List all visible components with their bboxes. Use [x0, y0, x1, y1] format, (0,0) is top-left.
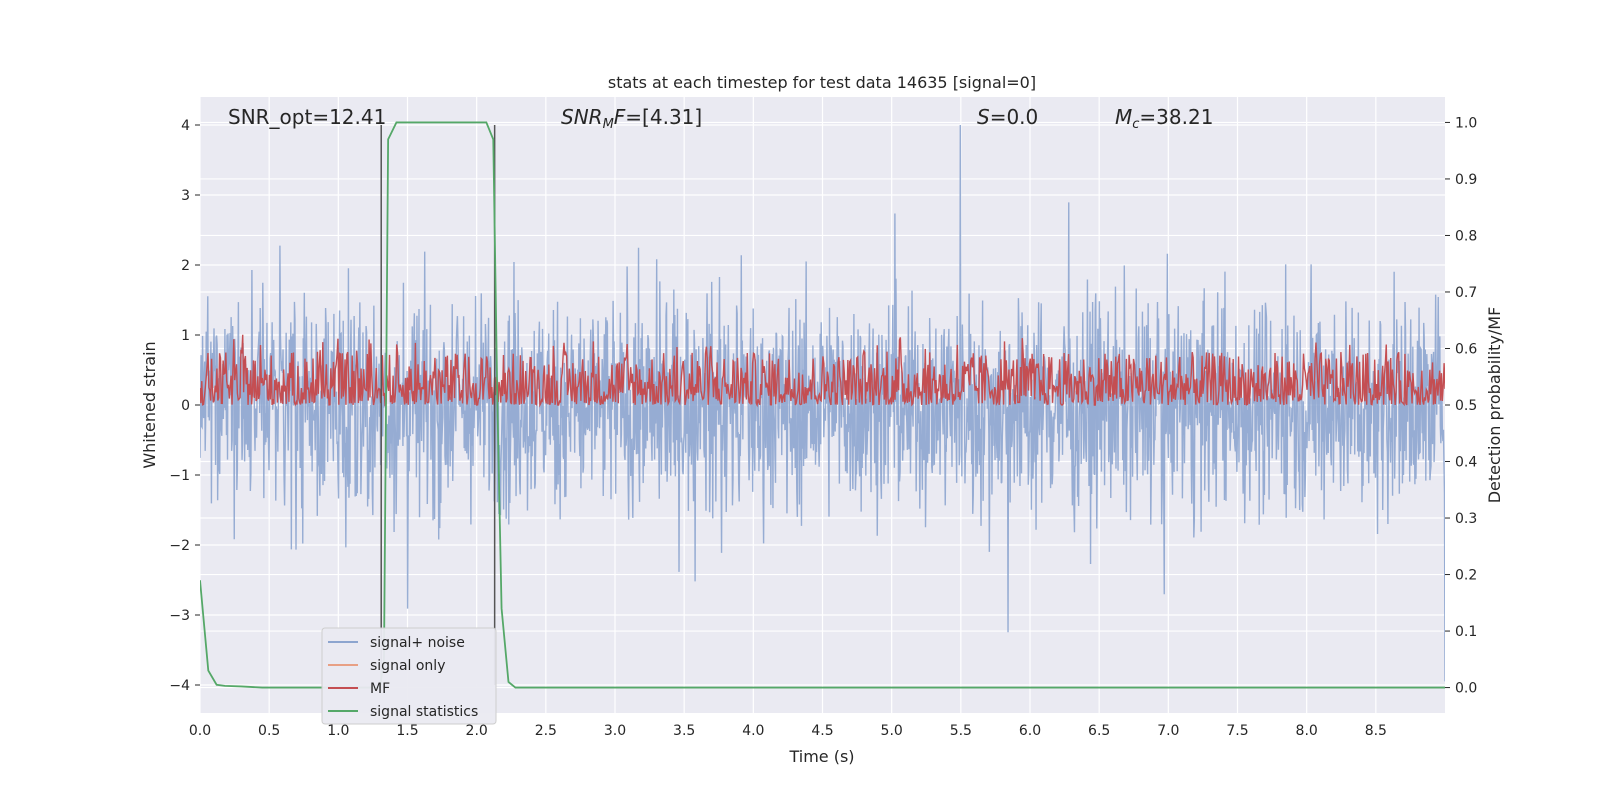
x-tick-label: 1.5 — [396, 723, 418, 739]
y-tick-label: −3 — [169, 608, 190, 624]
chart-title: stats at each timestep for test data 146… — [608, 73, 1036, 92]
series-mf — [200, 334, 1445, 408]
y-tick-label: 3 — [181, 188, 190, 204]
legend: signal+ noise signal only MF signal stat… — [321, 627, 497, 725]
s-val: =0.0 — [990, 105, 1039, 129]
x-tick-label: 6.0 — [1019, 723, 1041, 739]
x-tick-label: 0.5 — [258, 723, 280, 739]
x-tick-label: 3.0 — [604, 723, 626, 739]
y2-tick-label: 0.9 — [1455, 172, 1477, 188]
legend-label-signal-only: signal only — [370, 658, 445, 674]
x-tick-label: 3.5 — [673, 723, 695, 739]
x-tick-label: 4.0 — [742, 723, 764, 739]
legend-label-mf: MF — [370, 681, 390, 697]
y2-tick-label: 0.2 — [1455, 568, 1477, 584]
y2-tick-label: 1.0 — [1455, 115, 1477, 131]
x-tick-label: 2.5 — [535, 723, 557, 739]
x-tick-label: 6.5 — [1088, 723, 1110, 739]
y2-tick-label: 0.6 — [1455, 341, 1477, 357]
annotation-snr-mf: SNRMF=[4.31] — [561, 105, 702, 132]
x-tick-label: 5.0 — [881, 723, 903, 739]
y-tick-label: −1 — [169, 468, 190, 484]
y-tick-label: −2 — [169, 538, 190, 554]
y-tick-label: 1 — [181, 328, 190, 344]
series-signal-noise — [200, 124, 1445, 682]
y2-tick-label: 0.1 — [1455, 624, 1477, 640]
line-signal-noise — [200, 124, 1445, 682]
mc-sub: c — [1132, 117, 1139, 132]
x-tick-label: 8.0 — [1296, 723, 1318, 739]
x-tick-label: 1.0 — [327, 723, 349, 739]
x-tick-label: 4.5 — [811, 723, 833, 739]
x-tick-label: 2.0 — [466, 723, 488, 739]
x-axis-label: Time (s) — [788, 747, 854, 766]
y-axis-label: Whitened strain — [140, 341, 159, 468]
x-tick-label: 7.5 — [1226, 723, 1248, 739]
y-tick-label: 0 — [181, 398, 190, 414]
x-axis-ticks: 0.0 0.5 1.0 1.5 2.0 2.5 3.0 3.5 4.0 4.5 5.0 5.5 6.0 6… — [189, 723, 1387, 739]
legend-label-signal-statistics: signal statistics — [370, 704, 478, 720]
y2-tick-label: 0.7 — [1455, 285, 1477, 301]
mc-val: =38.21 — [1139, 105, 1213, 129]
mc-var: M — [1115, 105, 1132, 129]
y-tick-label: 2 — [181, 258, 190, 274]
y2-axis-ticks: 1.0 0.9 0.8 0.7 0.6 0.5 0.4 0.3 0.2 0.1 0.0 — [1445, 115, 1477, 697]
snr-mf-sub: M — [603, 117, 614, 132]
y2-axis-label: Detection probability/MF — [1485, 307, 1504, 504]
grid — [199, 97, 1445, 713]
line-mf — [200, 334, 1445, 408]
y-axis-ticks: 4 3 2 1 0 −1 −2 −3 −4 — [169, 118, 200, 694]
y2-tick-label: 0.4 — [1455, 455, 1477, 471]
x-tick-label: 0.0 — [189, 723, 211, 739]
x-tick-label: 5.5 — [950, 723, 972, 739]
y-tick-label: 4 — [181, 118, 190, 134]
annotation-snr-opt: SNR_opt=12.41 — [228, 105, 386, 129]
y-tick-label: −4 — [169, 678, 190, 694]
y2-tick-label: 0.3 — [1455, 511, 1477, 527]
snr-mf-f: F — [614, 105, 626, 129]
snr-mf-tail: =[4.31] — [625, 105, 702, 129]
y2-tick-label: 0.8 — [1455, 228, 1477, 244]
snr-mf-base: SNR — [561, 105, 603, 129]
annotation-mc: Mc=38.21 — [1115, 105, 1213, 132]
series-signal-statistics — [200, 121, 1445, 689]
y2-tick-label: 0.5 — [1455, 398, 1477, 414]
annotation-s: S=0.0 — [977, 105, 1038, 129]
y2-tick-label: 0.0 — [1455, 681, 1477, 697]
x-tick-label: 7.0 — [1157, 723, 1179, 739]
line-signal-statistics — [200, 121, 1445, 689]
s-var: S — [977, 105, 990, 129]
legend-box — [321, 627, 497, 725]
legend-label-signal-noise: signal+ noise — [370, 635, 465, 651]
x-tick-label: 8.5 — [1365, 723, 1387, 739]
